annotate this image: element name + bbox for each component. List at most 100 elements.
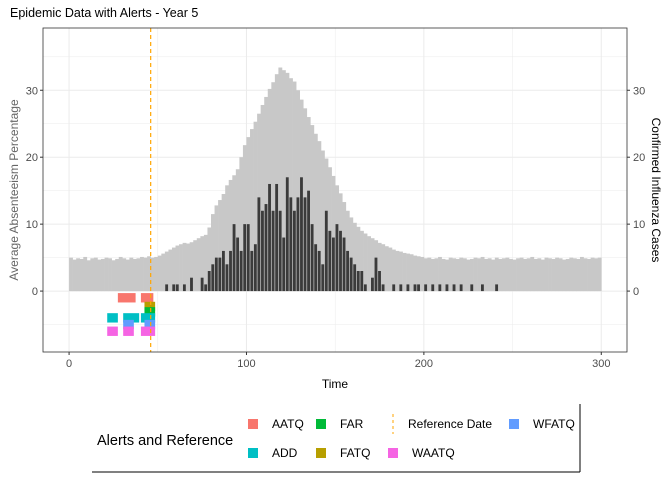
y-axis-left-label: Average Absenteeism Percentage [7, 99, 21, 281]
absenteeism-bar [72, 259, 77, 292]
absenteeism-bar [360, 230, 364, 292]
case-bar [331, 237, 335, 292]
legend-key-far [316, 419, 326, 429]
case-bar [218, 257, 222, 292]
case-bar [452, 284, 456, 292]
absenteeism-bar [164, 251, 169, 292]
absenteeism-bar [569, 257, 574, 292]
y-left-tick-label: 20 [26, 152, 38, 164]
case-bar [225, 264, 229, 292]
absenteeism-bar [487, 258, 492, 292]
absenteeism-bar [168, 249, 173, 292]
alert-tile-waatq [123, 326, 134, 336]
case-bar [413, 284, 417, 292]
case-bar [495, 284, 499, 292]
case-bar [459, 284, 463, 292]
absenteeism-bar [597, 257, 602, 292]
case-bar [438, 284, 442, 292]
case-bar [204, 284, 208, 292]
absenteeism-bar [416, 256, 421, 292]
absenteeism-bar [509, 258, 513, 292]
absenteeism-bar [516, 258, 520, 292]
absenteeism-bar [76, 258, 81, 292]
alert-tile-waatq [107, 326, 118, 336]
case-bar [324, 210, 328, 292]
absenteeism-bar [171, 247, 176, 292]
case-bar [406, 284, 410, 292]
absenteeism-bar [587, 258, 591, 292]
absenteeism-bar [530, 256, 535, 292]
absenteeism-bar [445, 259, 450, 292]
case-bar [335, 224, 339, 292]
legend-key-fatq [316, 448, 326, 458]
case-bar [445, 284, 449, 292]
absenteeism-bar [292, 81, 297, 292]
case-bar [307, 190, 310, 292]
alert-tile-aatq [117, 293, 136, 303]
absenteeism-bar [147, 256, 151, 292]
case-bar [282, 237, 286, 292]
chart-title: Epidemic Data with Alerts - Year 5 [10, 6, 198, 20]
case-bar [424, 284, 428, 292]
absenteeism-bar [93, 257, 98, 292]
absenteeism-bar [594, 258, 599, 292]
absenteeism-bar [459, 257, 464, 292]
case-bar [346, 250, 350, 292]
legend-key-aatq [248, 419, 258, 429]
case-bar [175, 284, 179, 292]
legend-key-add [248, 448, 258, 458]
absenteeism-bar [175, 245, 180, 292]
case-bar [271, 210, 275, 292]
case-bar [200, 277, 204, 292]
absenteeism-bar [296, 90, 300, 292]
absenteeism-bar [129, 257, 134, 292]
absenteeism-bar [562, 259, 567, 292]
absenteeism-bar [225, 185, 230, 292]
legend-label: FATQ [340, 446, 370, 460]
absenteeism-bar [370, 238, 375, 292]
alert-tile-fatq [144, 301, 156, 312]
alert-tile-add [140, 313, 156, 323]
absenteeism-bar [104, 257, 109, 292]
absenteeism-bar [384, 246, 389, 292]
absenteeism-bar [448, 257, 453, 292]
legend-label: WAATQ [412, 446, 455, 460]
absenteeism-bar [363, 233, 368, 292]
case-bar [165, 284, 169, 292]
absenteeism-bar [406, 253, 410, 292]
absenteeism-bar [473, 257, 478, 292]
absenteeism-bar [250, 129, 254, 292]
absenteeism-bar [540, 259, 545, 292]
absenteeism-bar [565, 258, 570, 292]
absenteeism-bar [83, 256, 88, 292]
absenteeism-bar [352, 222, 357, 292]
y-right-tick-label: 30 [633, 85, 645, 97]
absenteeism-bar [289, 78, 293, 292]
case-bar [310, 224, 314, 292]
absenteeism-bar [462, 258, 467, 292]
case-bar [268, 183, 271, 292]
legend-key-waatq [388, 448, 398, 458]
absenteeism-bar [260, 104, 265, 292]
absenteeism-bar [409, 254, 414, 292]
case-bar [229, 250, 232, 292]
case-bar [261, 210, 264, 292]
y-left-tick-label: 30 [26, 85, 38, 97]
absenteeism-bar [69, 257, 73, 292]
case-bar [221, 250, 225, 292]
absenteeism-bar [434, 258, 439, 292]
absenteeism-bar [395, 250, 400, 292]
absenteeism-bar [150, 257, 155, 292]
case-bar [342, 237, 346, 292]
absenteeism-bar [264, 96, 269, 292]
absenteeism-bar [179, 244, 183, 292]
case-bar [317, 250, 321, 292]
absenteeism-bar [186, 243, 191, 292]
case-bar [300, 177, 303, 292]
case-bar [275, 183, 279, 292]
plot-panel-border [42, 27, 628, 353]
absenteeism-bar [97, 259, 102, 292]
absenteeism-bar [455, 258, 460, 292]
legend-key-wfatq [509, 419, 519, 429]
